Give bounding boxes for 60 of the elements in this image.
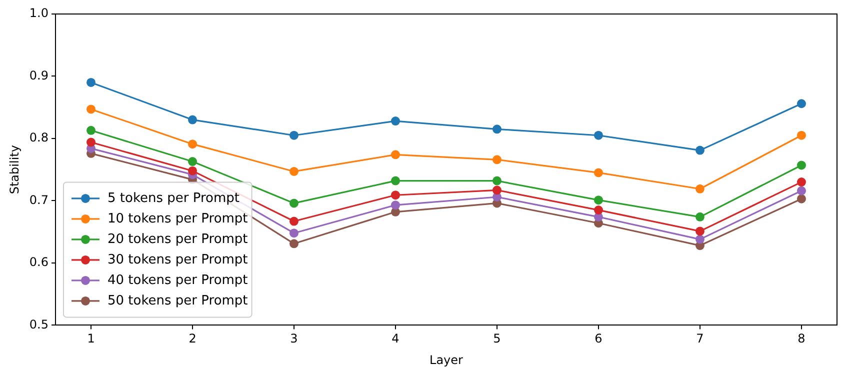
point (290, 130, 298, 140)
point (594, 206, 603, 215)
point (188, 140, 198, 149)
x-tick-label: 3 (290, 332, 298, 346)
x-tick-label: 2 (188, 332, 196, 346)
point (695, 226, 704, 236)
y-tick-label: 0.6 (29, 255, 48, 270)
point (390, 176, 400, 186)
point (796, 130, 806, 140)
x-tick-label: 8 (798, 332, 806, 346)
point (290, 216, 298, 226)
point (594, 168, 603, 178)
point (796, 178, 806, 187)
y-tick-label: 0.9 (29, 68, 48, 82)
point (492, 155, 502, 164)
point (188, 166, 198, 176)
point (492, 186, 502, 195)
y-axis-title: Stability (7, 145, 22, 194)
legend-label: 40 tokens per Prompt (107, 272, 248, 288)
point (290, 228, 298, 238)
point (492, 124, 502, 134)
legend-label: 10 tokens per Prompt (107, 211, 248, 226)
point (695, 146, 704, 155)
point (86, 78, 96, 87)
point (86, 138, 96, 147)
point (290, 166, 298, 176)
point (796, 194, 806, 204)
legend-label: 20 tokens per Prompt (107, 232, 248, 247)
point (390, 190, 400, 200)
point (188, 115, 198, 124)
y-tick-label: 0.8 (29, 130, 48, 145)
point (390, 150, 400, 160)
point (594, 130, 603, 140)
point (290, 239, 298, 248)
point (86, 126, 96, 135)
legend-label: 5 tokens per Prompt (107, 190, 240, 206)
x-tick-label: 7 (696, 332, 704, 346)
y-tick-label: 1.0 (29, 6, 48, 20)
x-tick-label: 6 (594, 332, 602, 346)
point (390, 200, 400, 210)
point (188, 157, 198, 166)
point (796, 186, 806, 196)
point (695, 212, 704, 222)
y-tick-label: 0.5 (29, 317, 48, 332)
x-tick-label: 4 (392, 332, 400, 346)
point (796, 99, 806, 108)
point (290, 198, 298, 208)
x-tick-label: 1 (87, 332, 95, 346)
point (390, 116, 400, 126)
legend-label: 50 tokens per Prompt (107, 293, 248, 308)
point (492, 176, 502, 186)
point (695, 184, 704, 194)
point (594, 196, 603, 205)
y-tick-label: 0.7 (29, 192, 48, 207)
x-axis-title: Layer (430, 352, 464, 367)
legend-label: 30 tokens per Prompt (107, 252, 248, 268)
point (86, 104, 96, 114)
point (796, 160, 806, 170)
point (695, 234, 704, 244)
x-tick-label: 5 (493, 332, 501, 346)
